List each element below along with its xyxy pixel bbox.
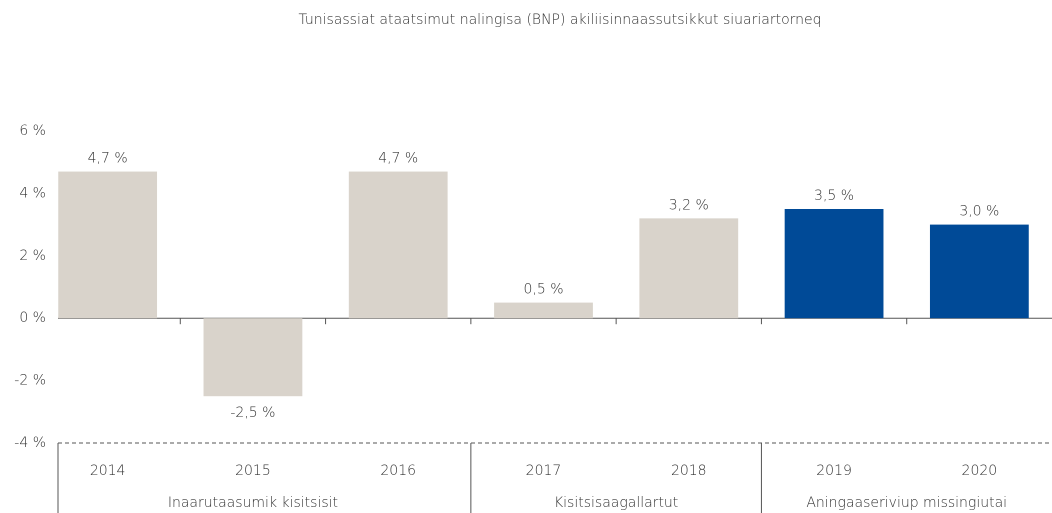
y-tick-label: -2 % <box>14 373 46 389</box>
bar <box>203 318 303 397</box>
y-tick-label: 4 % <box>19 185 46 201</box>
x-tick-label: 2020 <box>962 463 998 479</box>
x-tick-label: 2016 <box>380 463 416 479</box>
bar <box>348 171 448 319</box>
y-tick-label: -4 % <box>14 435 46 451</box>
group-label: Aningaaseriviup missingiutai <box>806 495 1007 511</box>
value-label: 4,7 % <box>378 151 418 167</box>
x-tick-label: 2017 <box>526 463 562 479</box>
y-tick-label: 6 % <box>19 123 46 139</box>
x-tick-label: 2014 <box>90 463 126 479</box>
y-tick-label: 2 % <box>19 248 46 264</box>
bar <box>58 171 158 319</box>
value-label: 3,5 % <box>814 188 854 204</box>
bar <box>494 302 593 319</box>
x-tick-label: 2015 <box>235 463 271 479</box>
value-label: 3,0 % <box>959 204 999 220</box>
value-label: 4,7 % <box>88 151 128 167</box>
bar <box>784 209 884 319</box>
x-tick-label: 2019 <box>816 463 852 479</box>
value-label: -2,5 % <box>230 405 275 421</box>
value-label: 3,2 % <box>669 197 709 213</box>
group-label: Kisitsisaagallartut <box>554 495 678 511</box>
x-tick-label: 2018 <box>671 463 707 479</box>
bar <box>639 218 739 319</box>
group-label: Inaarutaasumik kisitsisit <box>168 495 338 511</box>
y-tick-label: 0 % <box>19 310 46 326</box>
chart-title: Tunisassiat ataatsimut nalingisa (BNP) a… <box>298 12 821 28</box>
bar <box>929 224 1029 319</box>
value-label: 0,5 % <box>523 282 563 298</box>
